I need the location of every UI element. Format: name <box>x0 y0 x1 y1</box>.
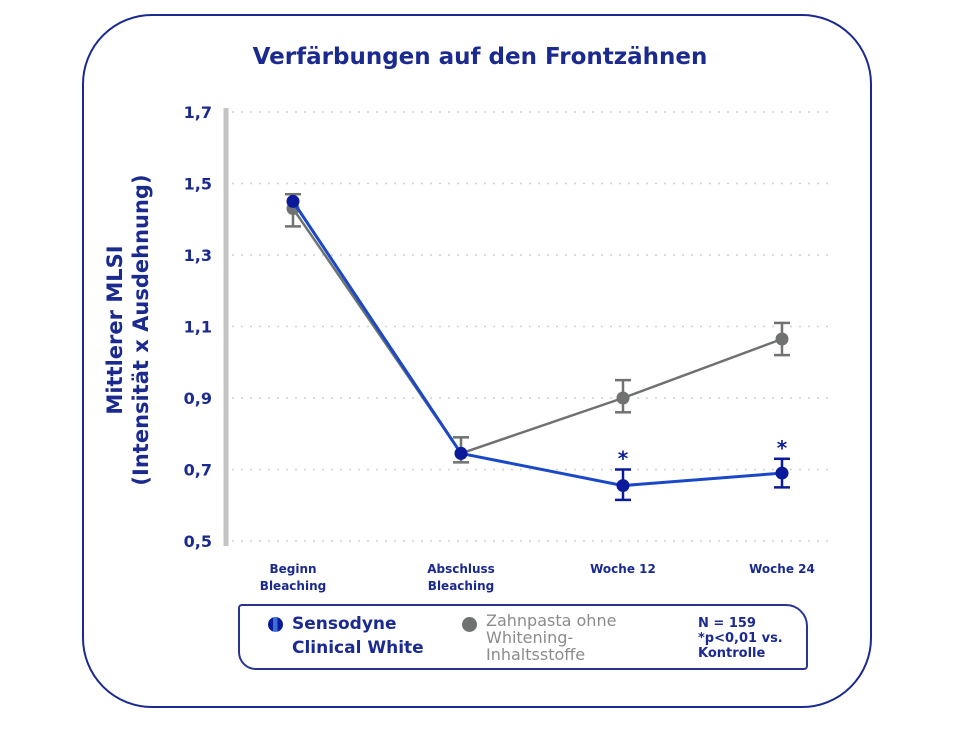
legend-marker-sensodyne <box>268 617 283 632</box>
legend-label-sensodyne-1: Sensodyne <box>292 614 397 634</box>
data-point <box>775 332 789 346</box>
data-point <box>616 391 630 405</box>
legend-label-control-1: Zahnpasta ohne <box>486 611 617 630</box>
x-tick-label: Woche 24 <box>749 562 815 576</box>
data-point <box>775 466 789 480</box>
x-tick-label: Abschluss <box>427 562 495 576</box>
data-point <box>616 479 630 493</box>
x-tick-label: Bleaching <box>260 579 326 593</box>
legend-label-control-2: Whitening- <box>486 628 574 647</box>
data-point <box>286 194 300 208</box>
x-tick-label: Beginn <box>269 562 316 576</box>
series-line <box>291 200 783 488</box>
legend-label-control-3: Inhaltsstoffe <box>486 645 586 664</box>
y-tick-label: 0,9 <box>184 389 212 408</box>
legend-note-n: N = 159 <box>698 616 756 631</box>
y-tick-label: 1,3 <box>184 246 212 265</box>
y-tick-label: 1,5 <box>184 175 212 194</box>
y-tick-label: 1,1 <box>184 318 212 337</box>
legend: Sensodyne Clinical White Zahnpasta ohne … <box>238 604 808 670</box>
y-tick-label: 1,7 <box>184 103 212 122</box>
legend-label-sensodyne-2: Clinical White <box>292 638 424 658</box>
legend-marker-control <box>462 617 477 632</box>
x-tick-label: Woche 12 <box>590 562 656 576</box>
legend-note-p: *p<0,01 vs. <box>698 631 783 646</box>
x-tick-label: Bleaching <box>428 579 494 593</box>
data-point <box>454 446 468 460</box>
y-tick-label: 0,7 <box>184 461 212 480</box>
y-tick-label: 0,5 <box>184 532 212 551</box>
significance-marker: * <box>618 447 629 471</box>
series-line <box>291 207 783 455</box>
legend-note-control: Kontrolle <box>698 646 766 661</box>
significance-marker: * <box>777 436 788 460</box>
chart-title: Verfärbungen auf den Frontzähnen <box>252 44 708 70</box>
chart-frame <box>82 14 872 708</box>
